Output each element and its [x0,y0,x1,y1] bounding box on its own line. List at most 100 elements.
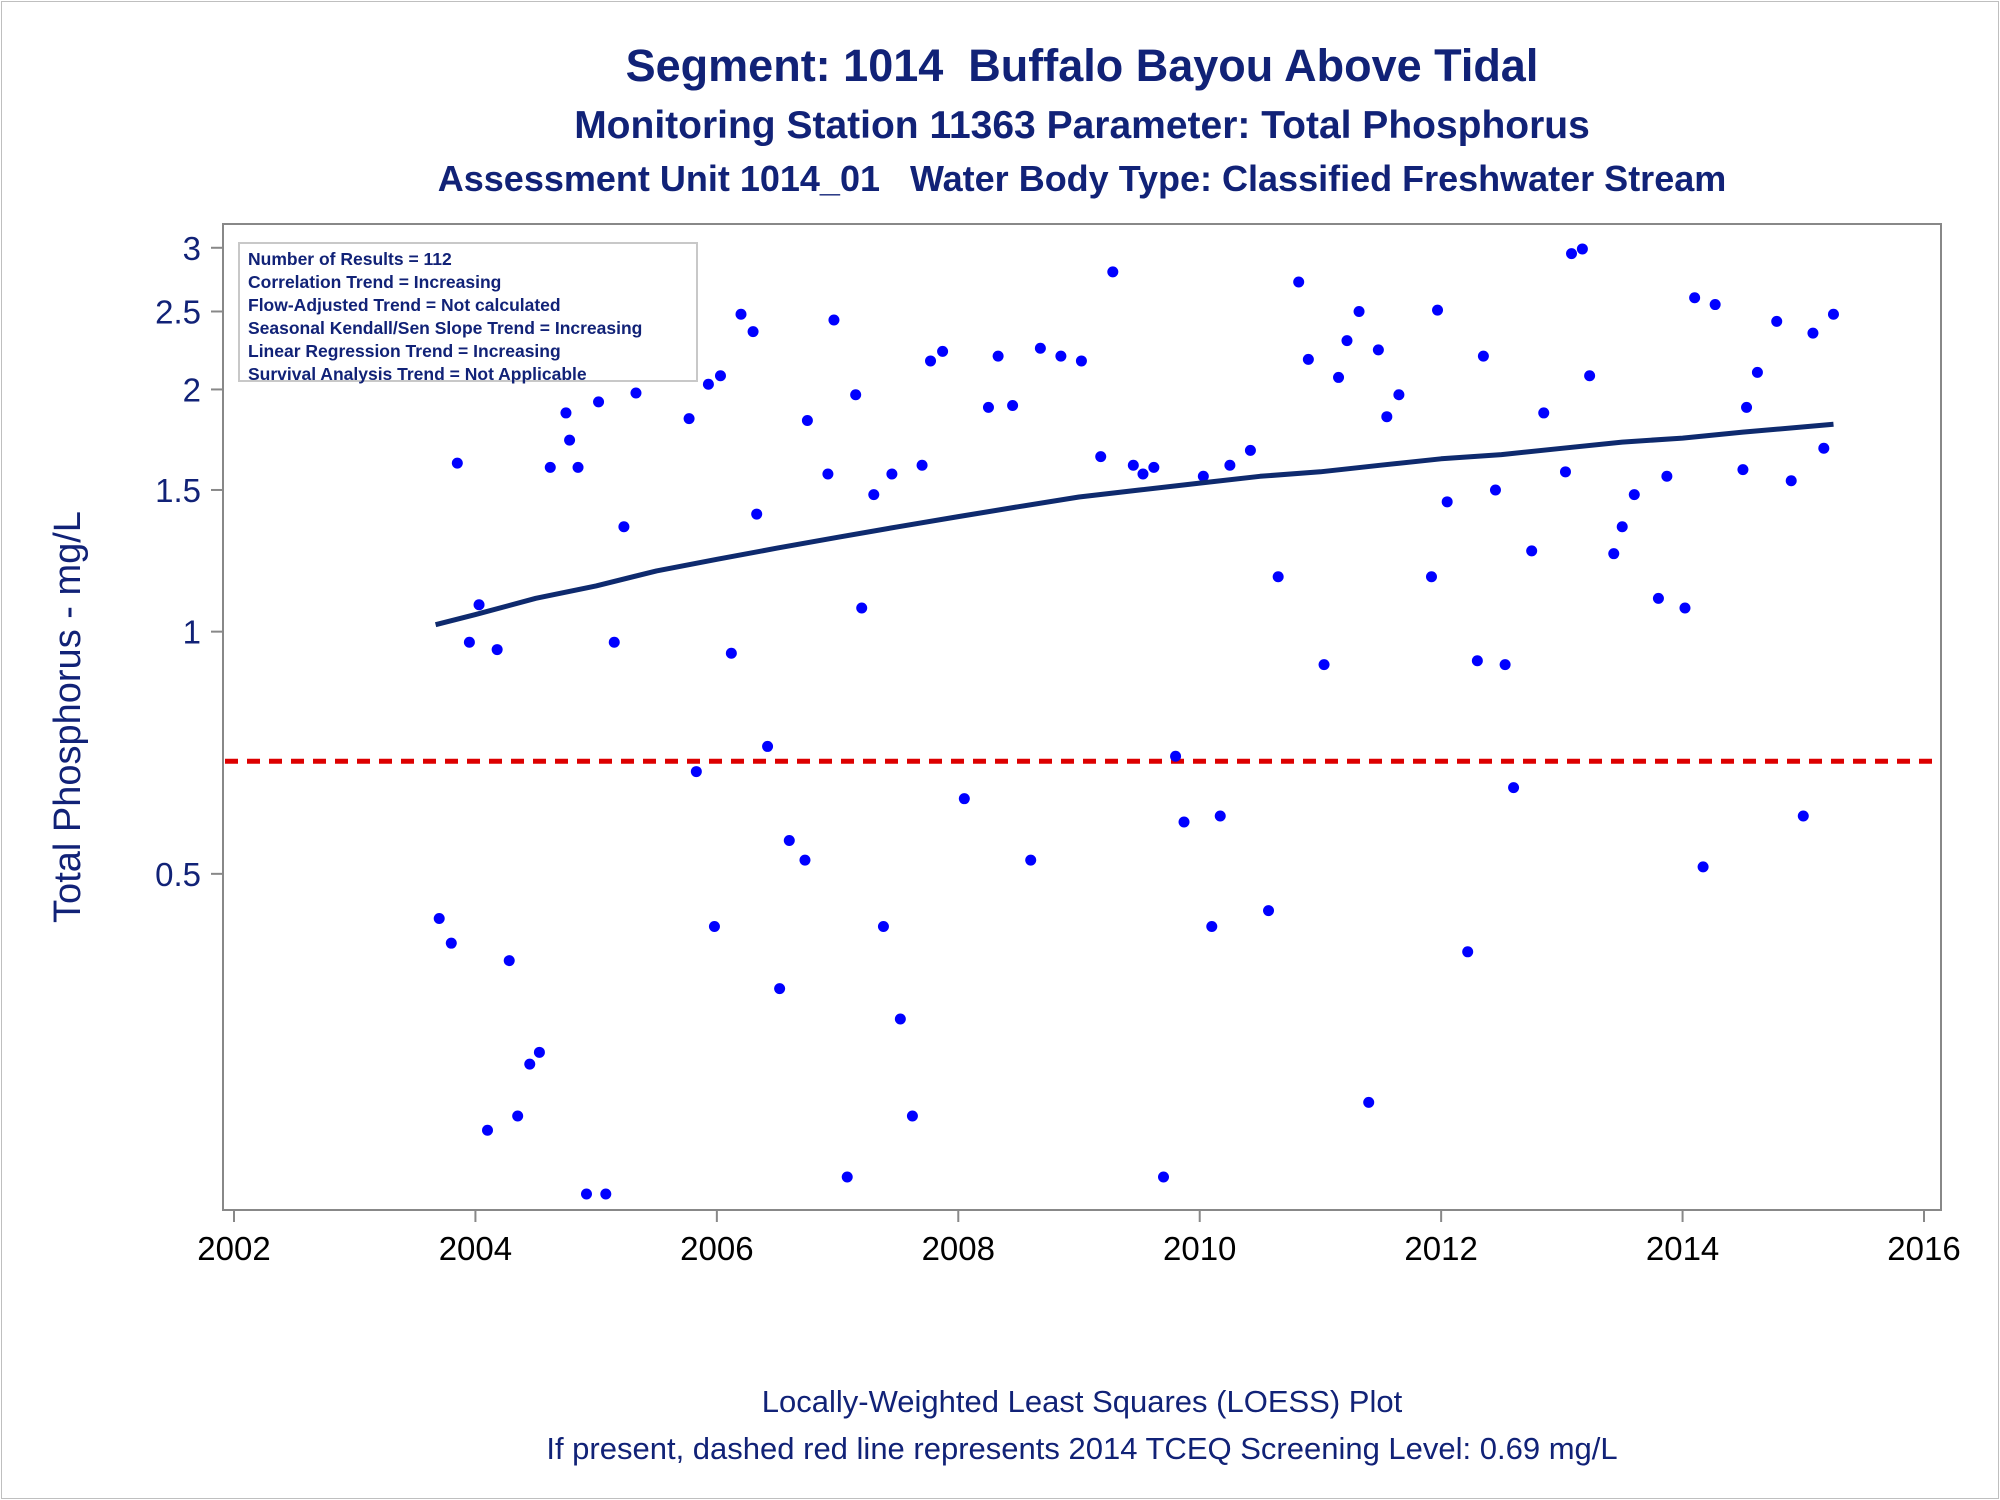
data-point [600,1188,612,1200]
data-point [822,468,834,480]
chart-subtitle-assessment: Assessment Unit 1014_01 Water Body Type:… [437,158,1727,199]
data-point [1372,344,1384,356]
data-point [1425,571,1437,583]
data-point [1508,782,1520,794]
data-point [1441,496,1453,508]
data-point [690,766,702,778]
data-point [1055,350,1067,362]
data-point [1628,489,1640,501]
x-tick-label: 2008 [922,1230,995,1267]
data-point [1489,484,1501,496]
data-point [572,461,584,473]
data-point [463,636,475,648]
x-tick-label: 2012 [1404,1230,1477,1267]
data-point [1075,355,1087,367]
data-point [433,913,445,925]
data-point [762,740,774,752]
data-point [1025,854,1037,866]
y-axis-title: Total Phosphorus - mg/L [47,511,89,923]
data-point [850,389,862,401]
data-point [580,1188,592,1200]
data-point [1709,299,1721,311]
data-point [593,396,605,408]
footnote-screening-level: If present, dashed red line represents 2… [546,1431,1618,1466]
data-point [828,314,840,326]
data-point [725,647,737,659]
data-point [683,413,695,425]
x-tick-label: 2006 [680,1230,753,1267]
plot-area [222,223,1942,1211]
data-point [445,937,457,949]
x-tick-label: 2010 [1163,1230,1236,1267]
data-point [1526,545,1538,557]
data-point [702,378,714,390]
data-point [1818,442,1830,454]
y-tick-label: 0.5 [155,856,201,893]
y-tick-label: 2.5 [155,293,201,330]
data-point [1741,401,1753,413]
data-point [982,401,994,413]
data-point [1214,810,1226,822]
x-tick-label: 2002 [197,1230,270,1267]
data-point [925,355,937,367]
data-point [1206,921,1218,933]
data-point [1807,327,1819,339]
data-point [1341,335,1353,347]
stat-linear-regression-trend: Linear Regression Trend = Increasing [248,341,561,361]
data-point [1661,470,1673,482]
data-point [1477,350,1489,362]
data-point [1148,461,1160,473]
data-point [1034,342,1046,354]
data-point [544,461,556,473]
data-point [1616,521,1628,533]
data-point [1272,571,1284,583]
data-point [512,1110,524,1122]
data-point [841,1171,853,1183]
data-point [1737,464,1749,476]
data-point [533,1046,545,1058]
data-point [714,370,726,382]
data-point [482,1124,493,1136]
data-point [1584,370,1596,382]
data-point [1127,459,1139,471]
data-point [877,921,889,933]
stat-correlation-trend: Correlation Trend = Increasing [248,272,502,292]
data-point [1462,946,1474,958]
stat-flow-adjusted-trend: Flow-Adjusted Trend = Not calculated [248,295,561,315]
data-point [1499,659,1511,671]
data-point [1170,750,1182,762]
data-point [1197,470,1209,482]
data-point [1538,407,1550,419]
data-point [1178,816,1190,828]
data-point [1771,315,1783,327]
data-point [1137,468,1149,480]
data-point [1432,304,1444,316]
data-point [1785,475,1797,487]
y-tick-label: 3 [183,230,201,267]
data-point [937,345,949,357]
data-point [1679,602,1691,614]
data-point [886,468,898,480]
data-point [1751,366,1763,378]
data-point [799,854,811,866]
data-point [783,835,795,847]
data-point [1363,1096,1375,1108]
stat-seasonal-kendall-trend: Seasonal Kendall/Sen Slope Trend = Incre… [248,318,643,338]
stat-number-of-results: Number of Results = 112 [248,249,452,269]
data-point [774,983,786,995]
data-point [608,636,620,648]
data-point [1333,371,1345,383]
data-point [1318,659,1330,671]
data-point [916,459,928,471]
data-point [524,1058,536,1070]
data-point [751,508,763,520]
y-tick-label: 1.5 [155,472,201,509]
chart-subtitle-station: Monitoring Station 11363 Parameter: Tota… [574,104,1590,147]
data-point [560,407,572,419]
data-point [1566,248,1578,260]
data-point [1158,1171,1169,1183]
data-point [630,387,642,399]
x-tick-label: 2004 [439,1230,512,1267]
data-point [735,308,747,320]
